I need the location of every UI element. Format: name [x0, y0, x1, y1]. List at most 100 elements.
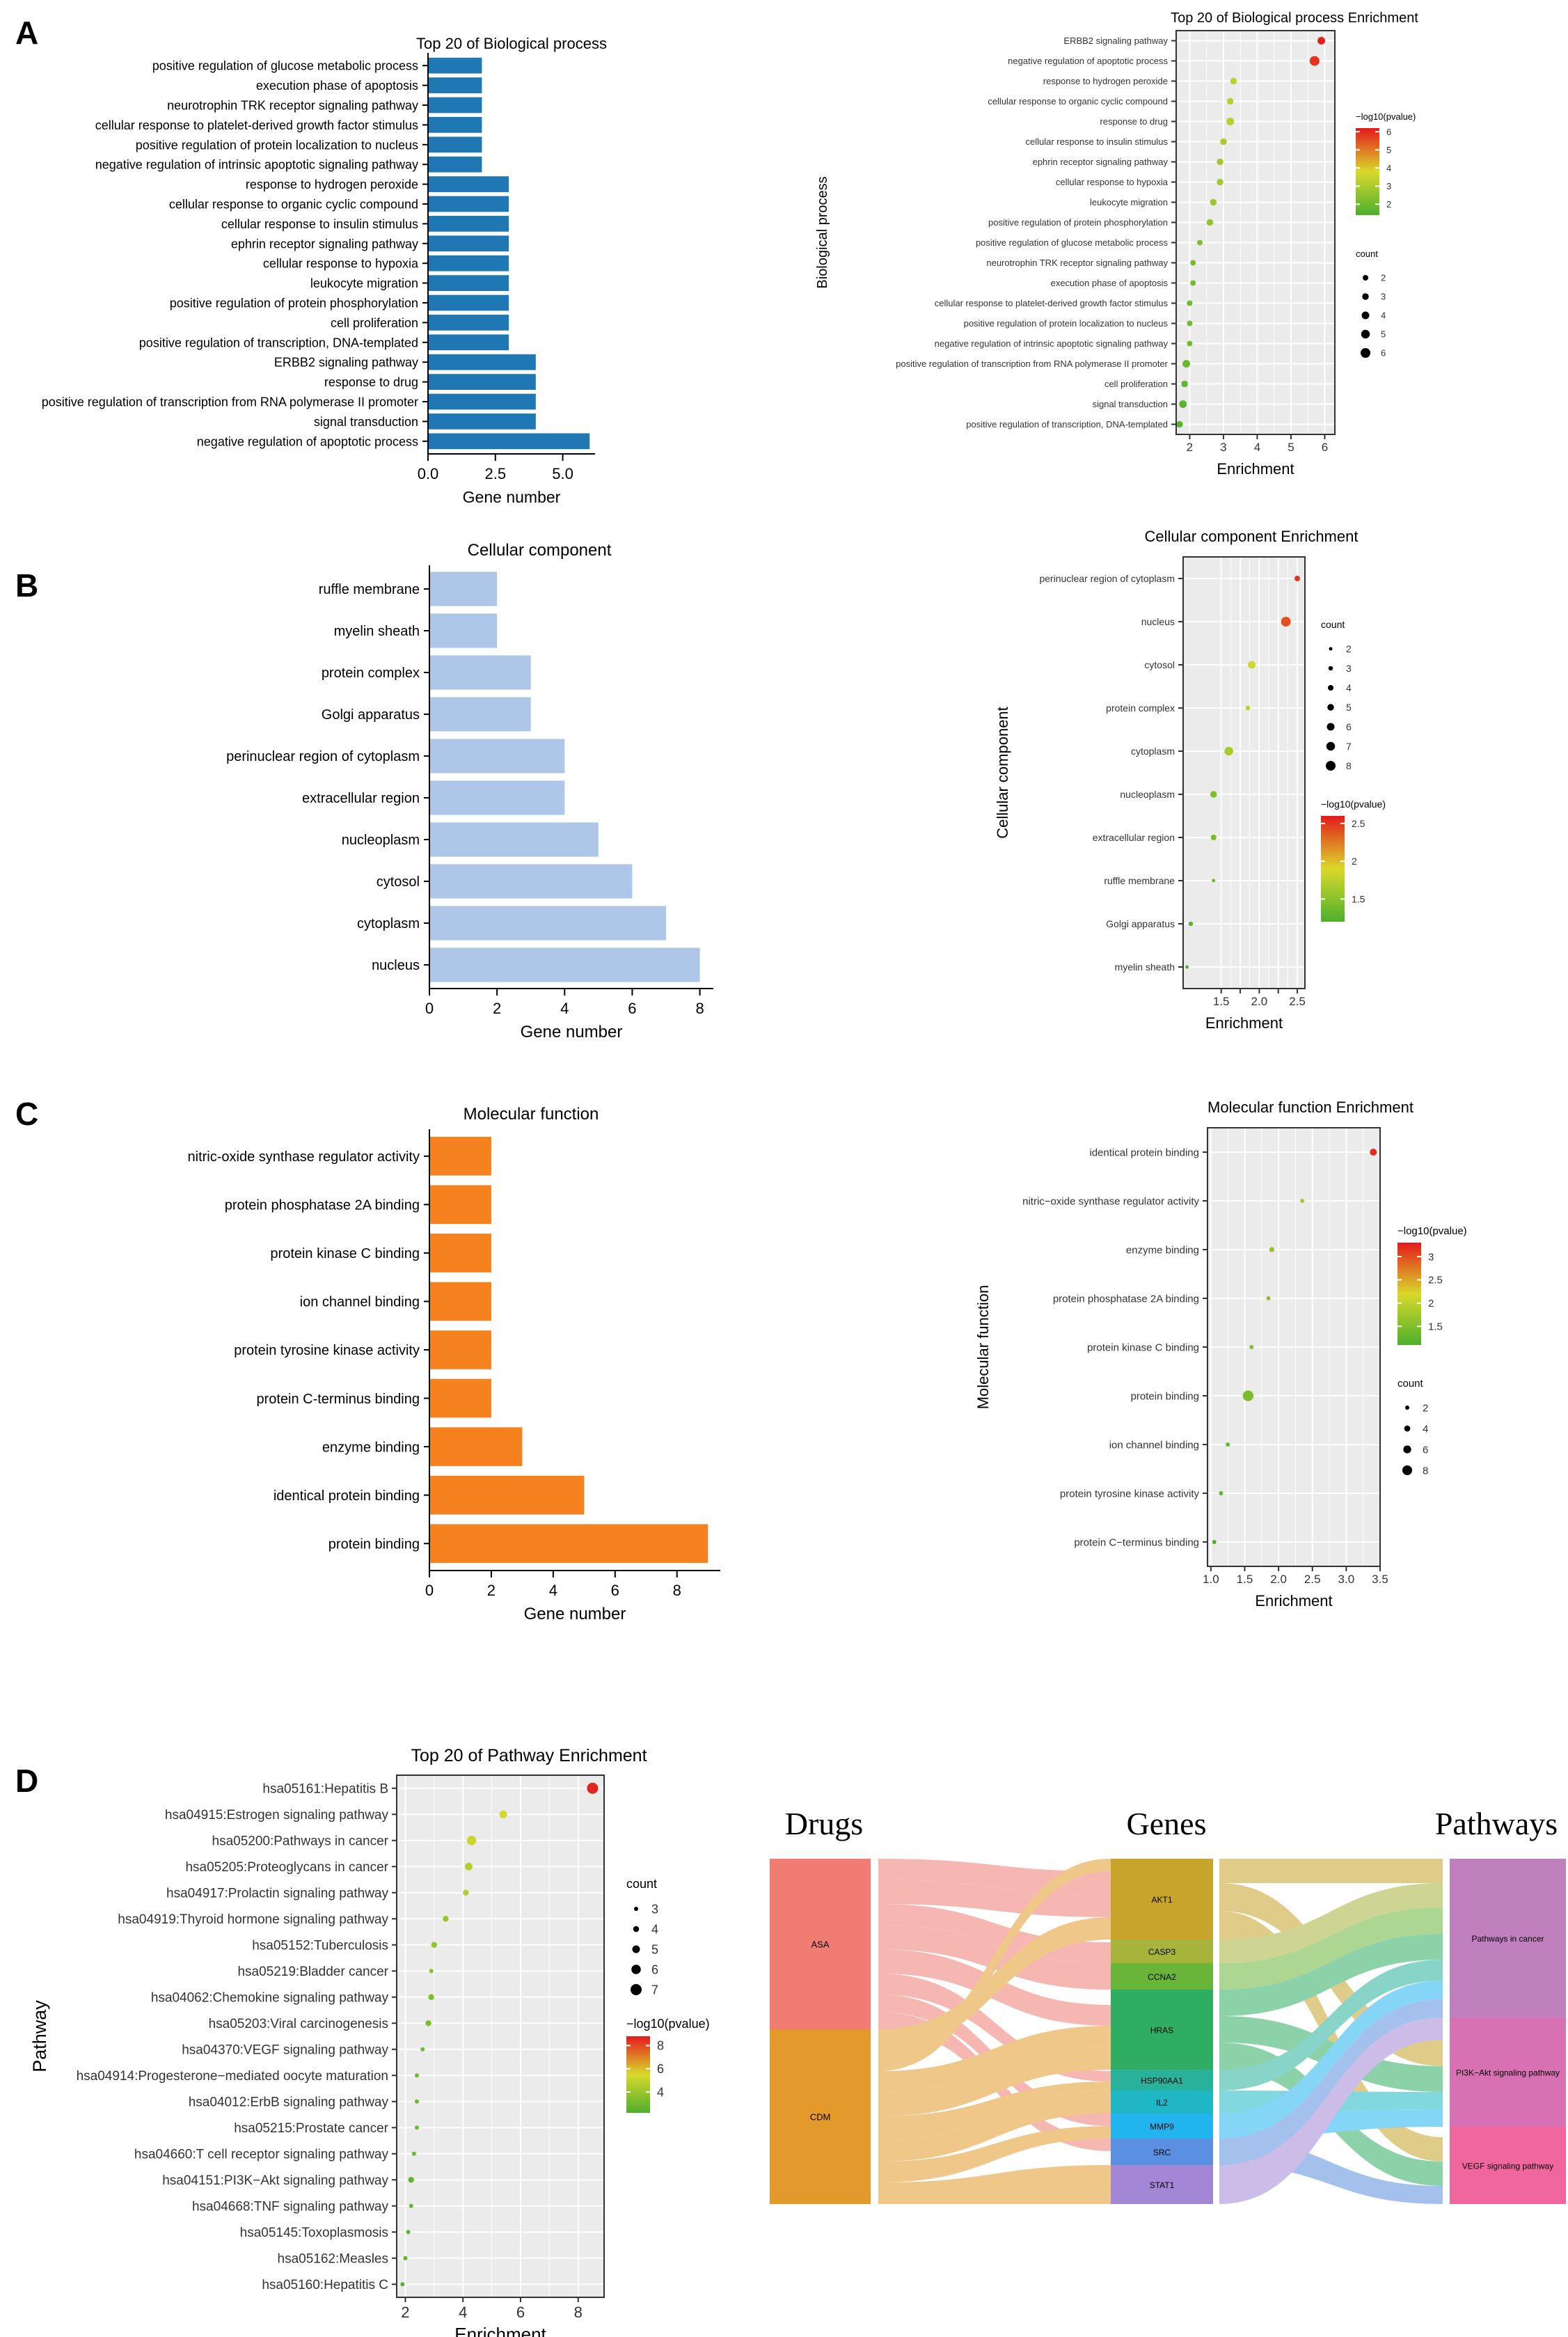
ytick-label-execution-phase-of-apoptosis: execution phase of apoptosis [1051, 278, 1169, 288]
x-axis-label: Enrichment [1205, 1014, 1283, 1032]
ytick-label-response-to-hydrogen-peroxide: response to hydrogen peroxide [1043, 76, 1168, 86]
point-hsa05219-bladder-cancer [429, 1969, 434, 1974]
pathway-label-vegf-signaling-pathway: VEGF signaling pathway [1462, 2162, 1553, 2171]
point-ephrin-receptor-signaling-pathway [1217, 158, 1223, 166]
point-extracellular-region [1210, 835, 1217, 840]
gene-node-casp3 [1111, 1939, 1213, 1963]
point-golgi-apparatus [1188, 921, 1194, 927]
xtick-label: 4 [459, 2304, 467, 2321]
point-identical-protein-binding [1370, 1149, 1377, 1156]
link-cdm [878, 2165, 1111, 2204]
ytick-label-cytoplasm: cytoplasm [1131, 746, 1175, 757]
ytick-label-leukocyte-migration: leukocyte migration [310, 276, 418, 290]
plot-border [1175, 30, 1336, 435]
bar-cellular-response-to-hypoxia [428, 255, 509, 272]
xtick-label: 6 [628, 1000, 636, 1017]
point-protein-phosphatase-2a-binding [1266, 1296, 1271, 1300]
legend-size-title: count [1321, 619, 1345, 630]
legend-size-label: 3 [1381, 292, 1386, 302]
point-hsa05160-hepatitis-c [400, 2282, 405, 2287]
point-response-to-drug [1226, 118, 1235, 125]
gene-node-ccna2 [1111, 1963, 1213, 1990]
xtick-label: 4 [549, 1582, 557, 1599]
point-hsa05162-measles [403, 2256, 408, 2260]
bar-protein-complex [429, 655, 531, 690]
link-cdm [878, 2126, 1111, 2182]
gene-label-il2: IL2 [1156, 2098, 1168, 2108]
panel-label-c: C [15, 1096, 39, 1132]
legend-size-label: 2 [1381, 273, 1386, 283]
legend-size-title: count [1356, 249, 1378, 259]
chart-mf_bar: nitric-oxide synthase regulator activity… [188, 1105, 720, 1623]
ytick-label-negative-regulation-of-apoptotic-process: negative regulation of apoptotic process [197, 434, 418, 448]
point-hsa04151-pi3k-akt-signaling-pathway [408, 2177, 414, 2183]
ytick-label-response-to-drug: response to drug [324, 375, 418, 389]
bar-nucleoplasm [429, 822, 599, 857]
pathway-label-pi3k-akt-signaling-pathway: PI3K−Akt signaling pathway [1456, 2068, 1560, 2078]
xtick-label: 4 [560, 1000, 569, 1017]
point-hsa04062-chemokine-signaling-pathway [428, 1994, 434, 2000]
ytick-label-nucleus: nucleus [372, 958, 420, 973]
ytick-label-nucleoplasm: nucleoplasm [1120, 789, 1175, 800]
legend-size-title: count [1397, 1378, 1424, 1390]
ytick-label-positive-regulation-of-protein-localization-to-nucleus: positive regulation of protein localizat… [136, 138, 418, 152]
point-positive-regulation-of-protein-localization-to-nucleus [1187, 320, 1193, 326]
ytick-label-protein-c-terminus-binding: protein C-terminus binding [256, 1392, 420, 1407]
ytick-label-positive-regulation-of-glucose-metabolic-process: positive regulation of glucose metabolic… [976, 237, 1169, 248]
ytick-label-hsa05205-proteoglycans-in-cancer: hsa05205:Proteoglycans in cancer [185, 1860, 388, 1875]
point-nitric-oxide-synthase-regulator-activity [1300, 1199, 1305, 1203]
ytick-label-perinuclear-region-of-cytoplasm: perinuclear region of cytoplasm [1039, 573, 1175, 584]
xtick-label: 6 [611, 1582, 619, 1599]
ytick-label-nucleus: nucleus [1141, 616, 1175, 627]
bar-ruffle-membrane [429, 572, 498, 606]
sankey-title-genes: Genes [1127, 1806, 1207, 1841]
bar-enzyme-binding [429, 1427, 523, 1466]
ytick-label-hsa05200-pathways-in-cancer: hsa05200:Pathways in cancer [212, 1834, 389, 1848]
plot-background [1176, 31, 1335, 434]
bar-cell-proliferation [428, 315, 509, 331]
ytick-label-positive-regulation-of-transcription-dna-templated: positive regulation of transcription, DN… [966, 419, 1168, 430]
legend-size-dot [1404, 1425, 1411, 1432]
ytick-label-hsa04919-thyroid-hormone-signaling-pathway: hsa04919:Thyroid hormone signaling pathw… [118, 1912, 388, 1927]
chart-bp_bar: positive regulation of glucose metabolic… [42, 35, 607, 506]
xtick-label: 5 [1288, 441, 1294, 454]
xtick-label: 2.0 [1270, 1573, 1287, 1586]
point-protein-binding [1242, 1390, 1254, 1401]
x-axis-label: Gene number [524, 1605, 626, 1623]
legend-color-title: −log10(pvalue) [1321, 798, 1386, 810]
ytick-label-cell-proliferation: cell proliferation [331, 316, 418, 330]
ytick-label-protein-binding: protein binding [1131, 1390, 1199, 1402]
point-hsa05205-proteoglycans-in-cancer [464, 1862, 473, 1871]
legend-color-tick-label: 8 [657, 2039, 664, 2053]
chart-title: Molecular function [464, 1105, 599, 1124]
ytick-label-nucleoplasm: nucleoplasm [342, 833, 420, 848]
x-axis-label: Gene number [521, 1023, 623, 1041]
legend-size-label: 5 [651, 1942, 658, 1956]
chart-title: Molecular function Enrichment [1207, 1099, 1413, 1116]
legend-size-label: 3 [651, 1902, 658, 1916]
point-ion-channel-binding [1226, 1442, 1230, 1447]
point-negative-regulation-of-intrinsic-apoptotic-signaling-pathway [1187, 340, 1193, 347]
legend-color-bar [626, 2036, 650, 2113]
point-positive-regulation-of-transcription-from-rna-polymerase-ii-promoter [1182, 360, 1191, 368]
bar-protein-kinase-c-binding [429, 1234, 491, 1273]
chart-title: Top 20 of Biological process Enrichment [1171, 10, 1418, 26]
ytick-label-leukocyte-migration: leukocyte migration [1090, 197, 1168, 207]
legend-color-tick-label: 2.5 [1352, 818, 1365, 829]
ytick-label-negative-regulation-of-apoptotic-process: negative regulation of apoptotic process [1008, 56, 1168, 66]
point-protein-tyrosine-kinase-activity [1219, 1491, 1223, 1495]
legend-size-label: 7 [651, 1983, 658, 1997]
point-negative-regulation-of-apoptotic-process [1309, 56, 1320, 66]
bar-protein-phosphatase-2a-binding [429, 1185, 491, 1225]
link-hsp90aa1 [1219, 1960, 1443, 2091]
sankey-title-drugs: Drugs [785, 1806, 863, 1841]
gene-node-hsp90aa1 [1111, 2070, 1213, 2091]
point-response-to-hydrogen-peroxide [1230, 77, 1237, 85]
legend-size-dot [1363, 275, 1368, 281]
link-hras [1219, 1934, 1443, 2016]
xtick-label: 2.5 [484, 465, 506, 482]
xtick-label: 2.0 [1251, 995, 1268, 1008]
link-asa [878, 1974, 1111, 2082]
pathway-node-vegf-signaling-pathway [1450, 2127, 1566, 2204]
legend-color-tick-label: 1.5 [1352, 893, 1365, 904]
